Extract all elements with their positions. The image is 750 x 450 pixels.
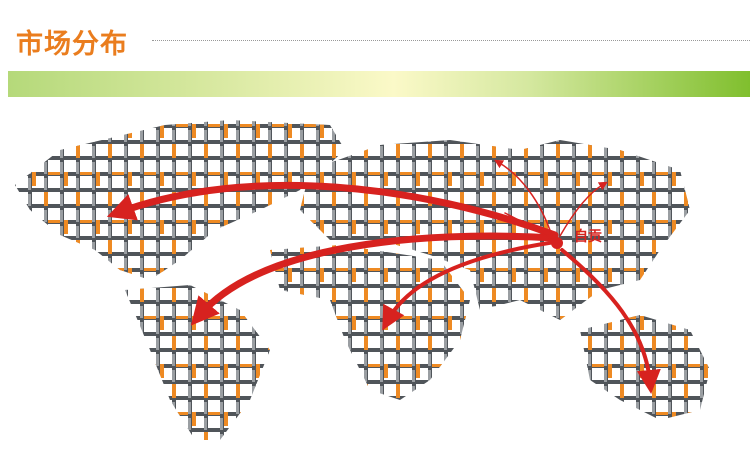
arrow-to-africa <box>382 240 557 331</box>
world-map <box>15 120 710 440</box>
arrow-to-west-asia <box>504 212 553 241</box>
continent-south-america <box>125 285 270 440</box>
continent-africa <box>270 245 470 400</box>
continent-australia <box>580 315 710 420</box>
continent-north-america <box>15 120 345 280</box>
arrow-to-russia <box>559 181 608 237</box>
arrow-to-south-america <box>190 232 559 326</box>
gradient-banner <box>8 71 750 97</box>
arrow-to-europe <box>494 159 553 237</box>
page-title: 市场分布 <box>16 29 128 60</box>
origin-city-label: 自贡 <box>574 229 602 245</box>
title-divider <box>152 40 750 41</box>
origin-marker <box>551 237 563 249</box>
arrow-to-north-america <box>106 181 559 239</box>
arrow-to-australia <box>560 248 661 394</box>
